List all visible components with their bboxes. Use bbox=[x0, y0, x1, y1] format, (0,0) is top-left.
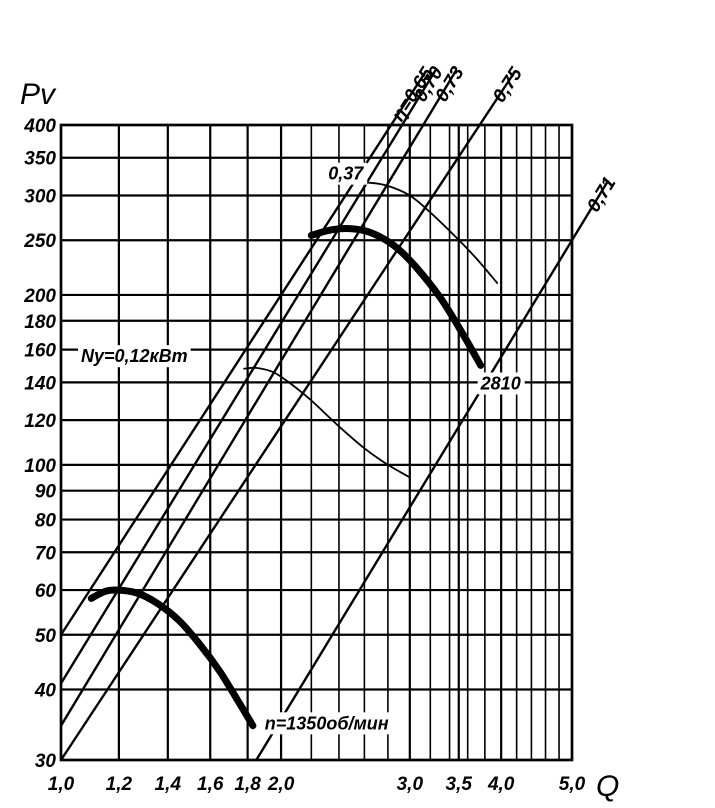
efficiency-line bbox=[61, 129, 422, 727]
x-tick-label: 4,0 bbox=[487, 774, 515, 795]
efficiency-lines bbox=[61, 129, 572, 760]
x-tick-label: 2,0 bbox=[267, 774, 295, 795]
curve-annotation: n=1350об/мин bbox=[265, 713, 389, 733]
y-tick-label: 90 bbox=[35, 482, 57, 503]
x-tick-label: 1,2 bbox=[106, 774, 133, 795]
annotation-background bbox=[477, 372, 525, 395]
y-tick-label: 40 bbox=[34, 680, 57, 701]
efficiency-label: 0,71 bbox=[583, 174, 620, 217]
efficiency-line-extension bbox=[419, 69, 458, 131]
x-tick-label: 1,6 bbox=[197, 774, 224, 795]
y-tick-label: 70 bbox=[35, 543, 57, 564]
efficiency-line-extension bbox=[475, 70, 516, 131]
x-tick-label: 3,0 bbox=[397, 774, 424, 795]
x-tick-label: 1,4 bbox=[155, 774, 182, 795]
y-tick-label: 160 bbox=[24, 341, 56, 362]
power-curve bbox=[357, 181, 499, 284]
grid bbox=[59, 123, 574, 762]
y-tick-label: 80 bbox=[35, 511, 57, 532]
y-tick-label: 30 bbox=[35, 751, 57, 772]
efficiency-labels: η=0,650,700,73 0,750,71 bbox=[386, 63, 621, 241]
annotations: Ny=0,12кВт 0,37 2810 n=1350об/мин bbox=[77, 162, 525, 735]
series bbox=[87, 181, 499, 730]
y-tick-label: 140 bbox=[24, 373, 56, 394]
x-axis-title: Q bbox=[596, 770, 619, 803]
efficiency-line-extension bbox=[398, 69, 437, 131]
x-tick-label: 5,0 bbox=[559, 774, 586, 795]
x-tick-label: 1,8 bbox=[234, 774, 261, 795]
efficiency-line-extension bbox=[386, 70, 427, 131]
annotation-background bbox=[261, 712, 392, 735]
y-tick-label: 60 bbox=[35, 581, 57, 602]
annotation-background bbox=[325, 162, 368, 185]
y-axis-title: Pv bbox=[20, 78, 57, 111]
x-tick-label: 3,5 bbox=[446, 774, 473, 795]
x-tick-label: 1,0 bbox=[48, 774, 75, 795]
performance-curve bbox=[307, 225, 485, 369]
plot-frame bbox=[59, 123, 574, 762]
y-tick-label: 300 bbox=[24, 187, 56, 208]
performance-curve bbox=[87, 586, 257, 730]
y-tick-label: 200 bbox=[23, 286, 56, 307]
curve-annotation: 0,37 bbox=[328, 164, 364, 184]
x-tick-labels: 1,0 1,2 1,4 1,6 1,8 2,0 3,0 3,5 4,0 5,0 bbox=[48, 774, 586, 795]
efficiency-line-extension bbox=[570, 179, 610, 241]
curve-annotation: 2810 bbox=[480, 373, 521, 393]
y-tick-label: 50 bbox=[35, 626, 57, 647]
y-tick-label: 180 bbox=[24, 312, 56, 333]
y-tick-label: 400 bbox=[23, 116, 56, 137]
annotation-background bbox=[77, 345, 191, 368]
efficiency-line bbox=[61, 129, 401, 685]
efficiency-line bbox=[61, 129, 478, 760]
y-tick-label: 250 bbox=[23, 231, 56, 252]
y-tick-label: 100 bbox=[24, 456, 56, 477]
y-tick-labels: 30 40 50 60 70 80 90 100 120 140 160 180 200 250 300 35… bbox=[23, 116, 56, 772]
curve-annotation: Ny=0,12кВт bbox=[81, 346, 188, 366]
y-tick-label: 350 bbox=[24, 149, 56, 170]
efficiency-line bbox=[61, 129, 389, 636]
y-tick-label: 120 bbox=[24, 411, 56, 432]
efficiency-line bbox=[255, 239, 572, 760]
power-curve bbox=[243, 366, 411, 479]
